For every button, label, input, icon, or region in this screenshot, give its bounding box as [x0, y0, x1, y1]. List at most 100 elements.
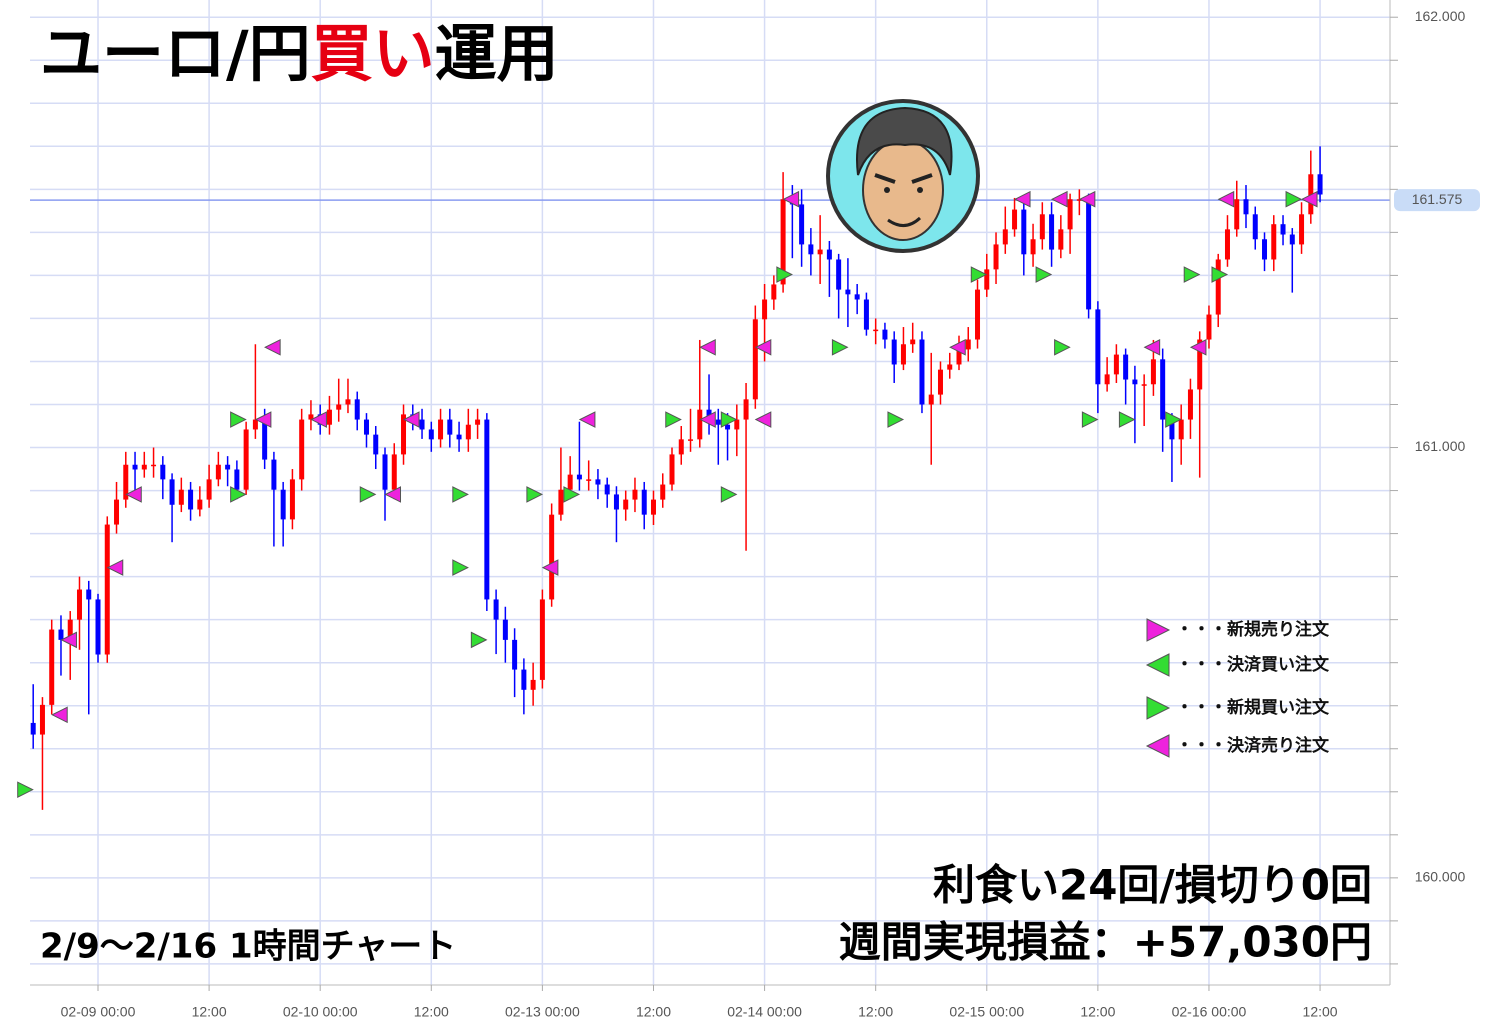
signal-marker	[230, 486, 247, 503]
candle-body	[58, 629, 64, 640]
candle-body	[697, 409, 703, 440]
signal-marker	[470, 631, 488, 649]
candle-body	[326, 409, 332, 425]
signal-marker	[1285, 190, 1303, 208]
candle-body	[1012, 209, 1018, 230]
signal-marker	[452, 486, 469, 503]
candle-body	[493, 599, 499, 620]
candle-body	[836, 259, 842, 290]
candle-body	[39, 704, 45, 735]
annotation: 週間実現損益：+57,030円	[839, 918, 1372, 967]
candle-body	[1262, 239, 1268, 260]
legend-marker	[1146, 618, 1171, 642]
signal-marker	[230, 411, 247, 428]
candle-body	[197, 499, 203, 510]
signal-marker	[1013, 190, 1031, 208]
signal-marker	[699, 338, 716, 356]
candle-body	[1104, 374, 1110, 385]
candle-body	[401, 414, 407, 455]
y-tick-label: 162.000	[1415, 8, 1466, 24]
signal-marker	[831, 338, 849, 356]
candle-body	[539, 599, 545, 680]
legend-marker	[1146, 696, 1171, 720]
x-tick-label: 02-13 00:00	[505, 1004, 580, 1020]
signal-marker	[887, 411, 905, 428]
signal-marker	[665, 411, 682, 428]
x-tick-label: 12:00	[636, 1004, 671, 1020]
candle-body	[67, 619, 73, 640]
signal-marker	[359, 486, 377, 503]
legend-label: ・・・決済売り注文	[1176, 735, 1330, 756]
signal-marker	[754, 411, 772, 428]
candle-body	[252, 419, 258, 430]
candle-body	[1289, 234, 1295, 245]
y-tick-label: 161.000	[1415, 438, 1466, 454]
signal-marker	[949, 338, 966, 356]
x-tick-label: 02-15 00:00	[949, 1004, 1024, 1020]
candle-body	[780, 199, 786, 285]
candle-body	[1178, 419, 1184, 440]
signal-marker	[1143, 338, 1161, 356]
candle-body	[114, 499, 120, 525]
x-tick-label: 12:00	[858, 1004, 893, 1020]
avatar-hair	[856, 106, 953, 176]
candle-body	[484, 419, 490, 600]
signal-marker	[1300, 190, 1318, 208]
candle-body	[95, 599, 101, 655]
annotation: 2/9～2/16 1時間チャート	[40, 927, 456, 967]
candle-body	[669, 454, 675, 485]
candle-body	[882, 329, 888, 340]
signal-marker	[720, 486, 738, 503]
x-tick-label: 02-09 00:00	[61, 1004, 136, 1020]
candle-body	[725, 424, 731, 430]
signal-marker	[1054, 338, 1071, 356]
candle-body	[595, 479, 601, 485]
candle-body	[873, 329, 879, 332]
candle-body	[1215, 259, 1221, 315]
candle-body	[706, 409, 712, 420]
candle-body	[660, 484, 666, 500]
candle-body	[965, 339, 971, 350]
candle-body	[345, 399, 351, 405]
signal-marker	[17, 781, 34, 798]
signal-marker	[563, 486, 581, 503]
signal-marker	[1050, 190, 1068, 208]
candle-body	[1123, 354, 1129, 380]
candle-body	[558, 489, 564, 515]
candle-body	[1271, 224, 1277, 260]
candle-body	[762, 299, 768, 320]
candle-body	[271, 459, 277, 490]
candle-body	[289, 479, 295, 520]
signal-marker	[1118, 411, 1136, 428]
candle-body	[234, 469, 240, 490]
avatar-eye	[884, 187, 890, 193]
last-price-box	[1394, 189, 1480, 212]
signal-marker	[1081, 411, 1099, 428]
candle-body	[900, 344, 906, 365]
candle-body	[151, 464, 157, 467]
y-tick-label: 160.000	[1415, 869, 1466, 885]
candle-body	[512, 639, 518, 670]
candle-body	[169, 479, 175, 505]
x-tick-label: 12:00	[192, 1004, 227, 1020]
signal-marker	[264, 338, 281, 356]
candle-body	[178, 489, 184, 505]
candle-body	[799, 204, 805, 245]
signal-marker	[51, 706, 68, 724]
candle-body	[215, 464, 221, 480]
candle-body	[1160, 359, 1166, 420]
candle-body	[1095, 309, 1101, 385]
candle-body	[419, 419, 425, 430]
avatar-eye	[917, 187, 923, 193]
candle-body	[678, 439, 684, 455]
candle-body	[502, 619, 508, 640]
candle-body	[854, 294, 860, 300]
signal-marker	[1035, 266, 1053, 283]
signal-marker	[60, 631, 77, 649]
legend-marker	[1145, 734, 1170, 758]
candle-body	[1132, 379, 1138, 385]
signal-marker	[106, 559, 124, 576]
candle-body	[641, 489, 647, 515]
candle-body	[623, 499, 629, 510]
candle-body	[280, 489, 286, 520]
